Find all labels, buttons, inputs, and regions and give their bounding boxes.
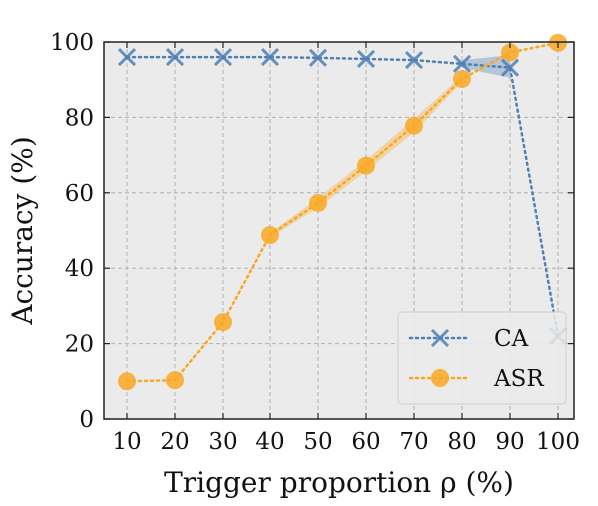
y-tick-label-20: 20 — [65, 332, 94, 358]
point-asr-60 — [357, 156, 375, 175]
point-asr-30 — [214, 313, 232, 332]
point-asr-50 — [309, 193, 327, 212]
point-ca-90 — [500, 58, 520, 77]
point-asr-20 — [166, 371, 184, 390]
point-ca-60 — [356, 49, 376, 69]
point-ca-50 — [308, 48, 328, 67]
x-axis-label: Trigger proportion ρ (%) — [164, 466, 514, 499]
legend-marker-ca — [430, 328, 450, 348]
series-line-asr — [125, 41, 560, 383]
point-asr-70 — [405, 116, 423, 135]
point-asr-40 — [261, 226, 279, 245]
axis-ticks: 10 20 30 40 50 60 70 80 90 100 0 20 40 60 80 100 — [50, 30, 580, 455]
point-ca-30 — [213, 48, 233, 67]
x-tick-label-20: 20 — [160, 429, 189, 455]
x-tick-label-10: 10 — [112, 429, 141, 455]
y-tick-label-80: 80 — [65, 105, 94, 131]
y-tick-label-40: 40 — [65, 256, 94, 282]
legend: CA ASR — [397, 311, 567, 405]
point-asr-80 — [453, 69, 471, 88]
x-tick-label-100: 100 — [536, 429, 580, 455]
x-tick-label-70: 70 — [399, 429, 428, 455]
x-tick-label-80: 80 — [447, 429, 476, 455]
y-axis-label: Accuracy (%) — [6, 136, 39, 326]
plot-area-frame — [103, 41, 575, 420]
point-asr-90 — [501, 43, 519, 62]
y-tick-label-100: 100 — [50, 30, 94, 56]
x-tick-label-60: 60 — [351, 429, 380, 455]
legend-marker-asr — [431, 369, 449, 387]
legend-label-ca: CA — [494, 326, 529, 352]
x-tick-label-50: 50 — [303, 429, 332, 455]
series-layer — [117, 33, 568, 391]
point-ca-80 — [452, 54, 472, 73]
y-tick-label-0: 0 — [79, 407, 94, 433]
point-ca-70 — [404, 51, 424, 70]
x-tick-label-90: 90 — [495, 429, 524, 455]
point-asr-10 — [118, 372, 136, 391]
y-tick-label-60: 60 — [65, 181, 94, 207]
point-ca-20 — [165, 48, 185, 67]
point-ca-40 — [260, 48, 280, 67]
x-tick-label-40: 40 — [255, 429, 284, 455]
legend-label-asr: ASR — [493, 366, 544, 392]
x-tick-label-30: 30 — [208, 429, 237, 455]
point-ca-10 — [117, 48, 137, 67]
